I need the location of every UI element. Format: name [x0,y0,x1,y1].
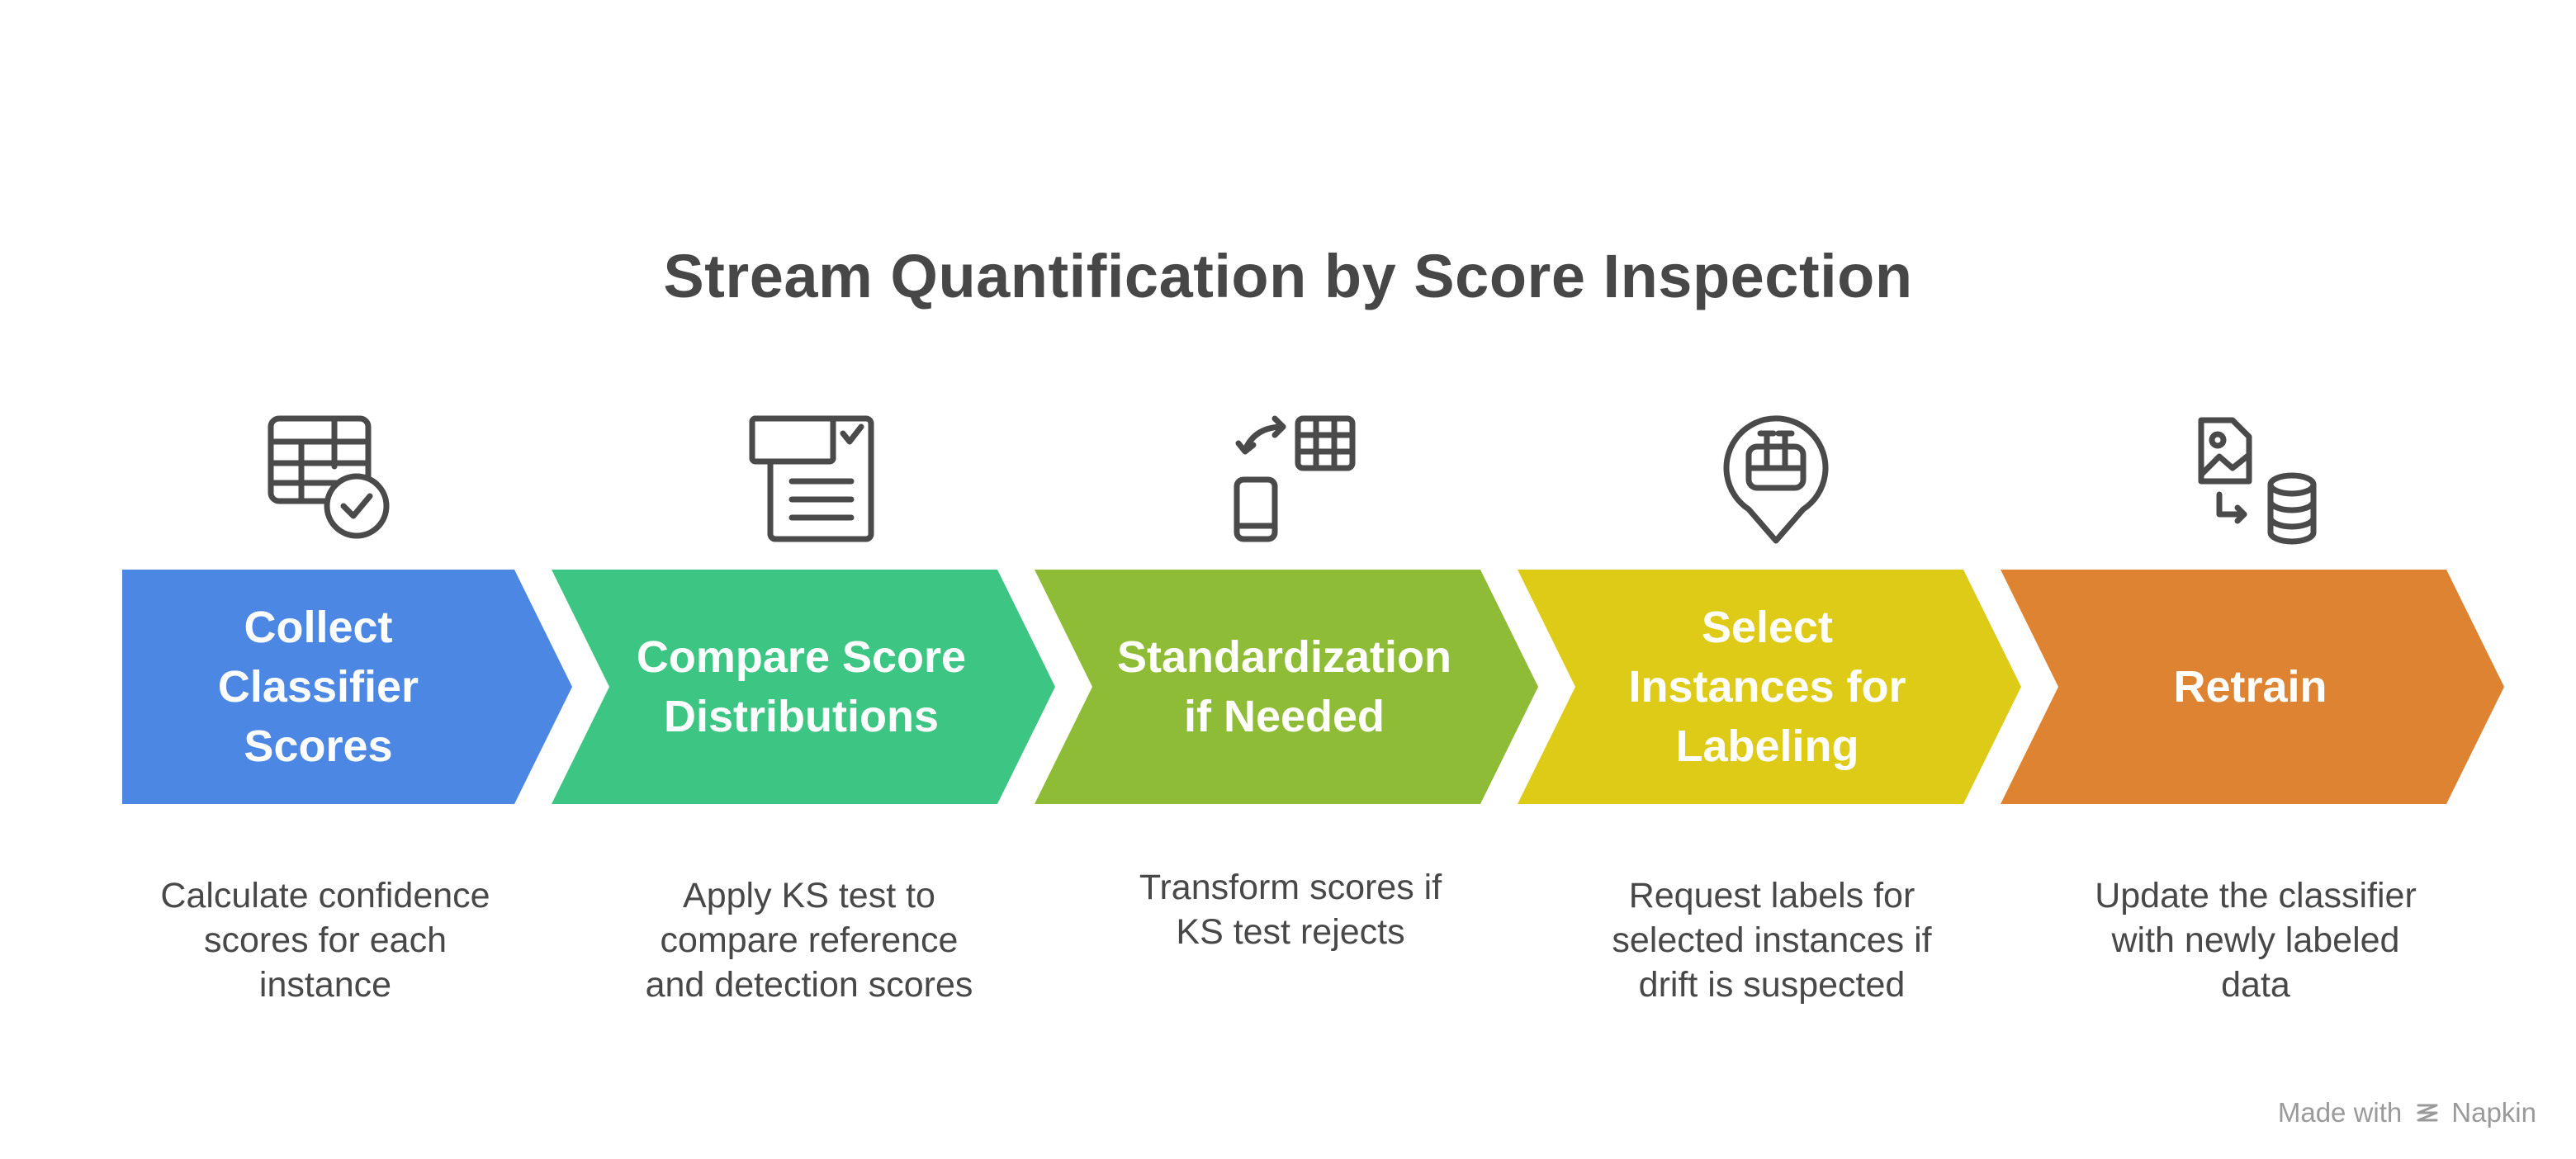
step-arrow-shape [122,570,572,804]
transform-device-icon [1222,409,1362,549]
location-tag-icon [1706,409,1846,549]
step-label: Compare Score Distributions [601,570,1002,804]
step-label-line: Compare Score [636,632,967,682]
step-label: Standardization if Needed [1084,570,1485,804]
napkin-logo-icon [2413,1099,2441,1127]
step-label-line: Scores [244,721,393,771]
step-label-line: Collect [244,603,393,652]
diagram-title: Stream Quantification by Score Inspectio… [663,242,1913,310]
step-standardization-if-needed: Standardization if Needed [1035,570,1538,804]
step-arrow-shape [2001,570,2504,804]
step-arrow-shape [552,570,1055,804]
step-description: Request labels for selected instances if… [1612,876,1932,1005]
step-label-line: Labeling [1675,721,1859,771]
step-description: Transform scores if KS test rejects [1139,868,1442,952]
image-to-database-icon [2190,409,2330,549]
step-label-line: Instances for [1628,662,1906,712]
step-label-line: if Needed [1183,692,1385,741]
step-description: Update the classifier with newly labeled… [2095,876,2417,1005]
step-collect-classifier-scores: Collect Classifier Scores [122,570,572,804]
made-with-napkin-badge: Made with Napkin [2278,1097,2536,1128]
document-report-icon [741,409,881,549]
step-description: Calculate confidence scores for each ins… [160,876,490,1005]
step-label-line: Standardization [1116,632,1452,682]
step-retrain: Retrain [2001,570,2504,804]
step-label: Collect Classifier Scores [122,570,514,804]
step-label-line: Distributions [664,692,939,741]
step-arrow-shape [1518,570,2021,804]
step-label: Retrain [2050,570,2451,804]
napkin-brand-label: Napkin [2451,1097,2536,1128]
step-label-line: Select [1701,603,1834,652]
table-check-icon [256,409,396,549]
step-label-line: Classifier [217,662,419,712]
step-arrow-shape [1035,570,1538,804]
step-select-instances-for-labeling: Select Instances for Labeling [1518,570,2021,804]
step-compare-score-distributions: Compare Score Distributions [552,570,1055,804]
step-label: Select Instances for Labeling [1567,570,1968,804]
step-label-line: Retrain [2173,662,2327,712]
made-with-label: Made with [2277,1097,2403,1128]
step-description: Apply KS test to compare reference and d… [645,876,973,1005]
